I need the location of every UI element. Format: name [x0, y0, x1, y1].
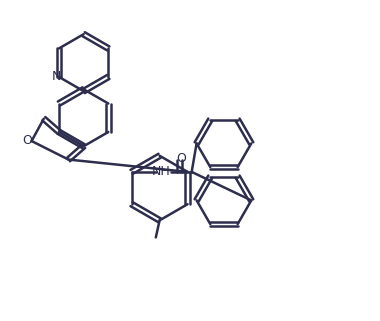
Text: O: O — [22, 134, 32, 147]
Text: NH: NH — [152, 165, 170, 178]
Text: O: O — [176, 152, 186, 165]
Text: N: N — [52, 70, 61, 83]
